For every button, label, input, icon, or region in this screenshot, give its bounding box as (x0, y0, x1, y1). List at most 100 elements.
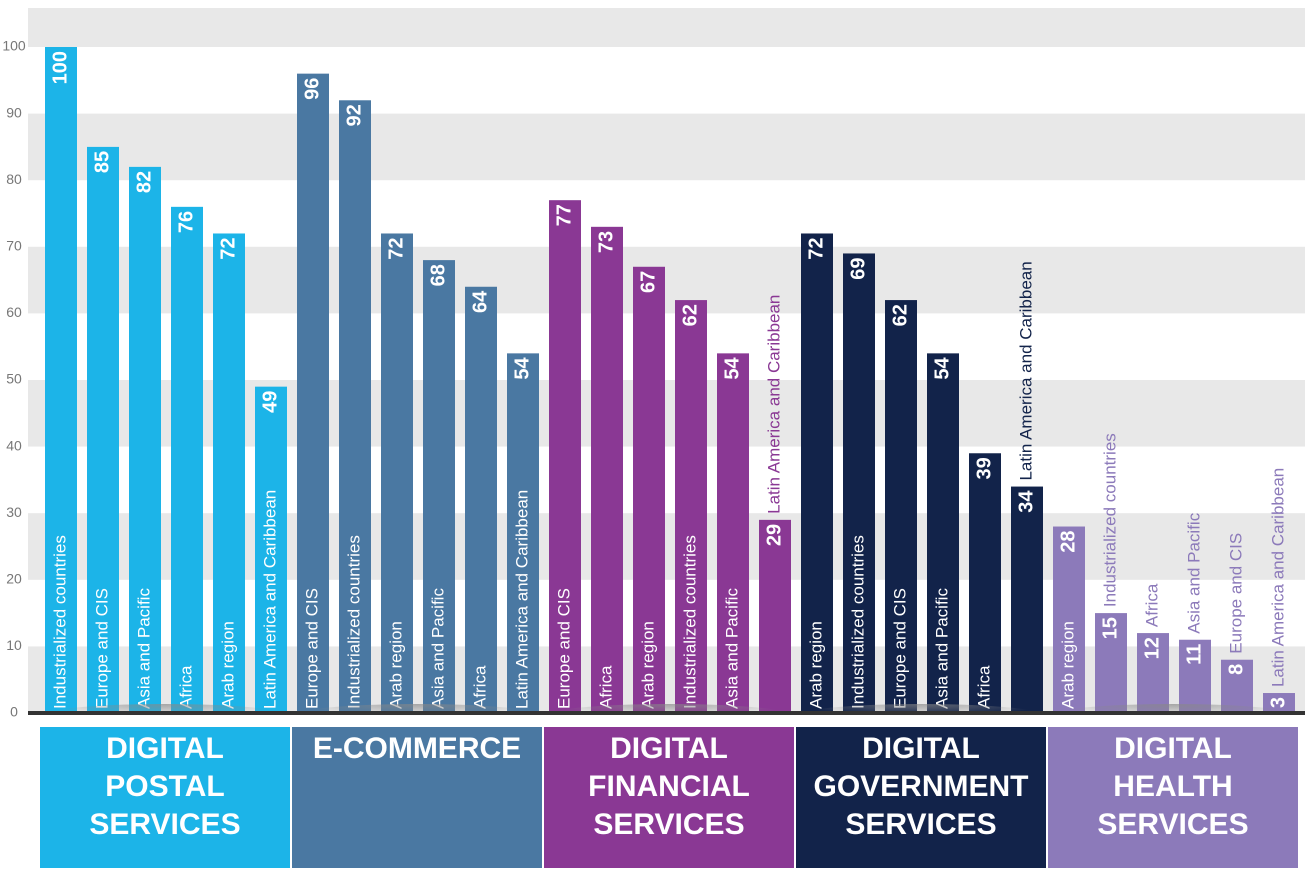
bar (339, 100, 371, 713)
category-label: Latin America and Caribbean (512, 490, 531, 709)
grid-band (28, 113, 1305, 181)
y-tick-label: 30 (6, 504, 22, 520)
category-label: Asia and Pacific (134, 588, 153, 709)
category-label: Asia and Pacific (932, 588, 951, 709)
group-label: FINANCIAL (588, 770, 750, 803)
group-label: DIGITAL (1114, 732, 1232, 765)
category-label: Arab region (806, 621, 825, 709)
bar (465, 286, 497, 713)
bar (507, 353, 539, 713)
value-label: 64 (469, 290, 491, 313)
value-label: 49 (259, 391, 281, 413)
y-tick-label: 100 (2, 38, 26, 54)
category-label: Asia and Pacific (1184, 512, 1203, 633)
y-tick-label: 10 (6, 637, 22, 653)
category-label: Industrialized countries (50, 535, 69, 709)
value-label: 72 (385, 237, 407, 259)
bar (129, 166, 161, 713)
bar (801, 233, 833, 714)
group-label: SERVICES (593, 808, 744, 841)
y-tick-label: 90 (6, 104, 22, 120)
category-label: Arab region (1058, 621, 1077, 709)
category-label: Arab region (218, 621, 237, 709)
category-label: Europe and CIS (554, 588, 573, 709)
bar (45, 47, 77, 713)
bar (171, 206, 203, 713)
value-label: 73 (595, 231, 617, 253)
value-label: 69 (847, 257, 869, 279)
bar (843, 253, 875, 713)
category-label: Africa (470, 665, 489, 709)
value-label: 29 (763, 524, 785, 546)
group-label: DIGITAL (610, 732, 728, 765)
bar (969, 453, 1001, 713)
value-label: 62 (889, 304, 911, 326)
value-label: 12 (1141, 637, 1163, 659)
category-label: Africa (596, 665, 615, 709)
axis-shadow (544, 704, 794, 728)
group-box (292, 727, 542, 868)
bar (675, 300, 707, 713)
value-label: 54 (931, 356, 953, 379)
category-label: Industrialized countries (1100, 433, 1119, 607)
bar (717, 353, 749, 713)
group-label: SERVICES (1097, 808, 1248, 841)
category-label: Latin America and Caribbean (1016, 261, 1035, 480)
group-box (40, 727, 290, 868)
y-tick-label: 80 (6, 171, 22, 187)
value-label: 11 (1183, 644, 1205, 665)
category-label: Europe and CIS (302, 588, 321, 709)
category-label: Europe and CIS (1226, 533, 1245, 654)
value-label: 28 (1057, 531, 1079, 553)
value-label: 96 (301, 78, 323, 100)
value-label: 72 (217, 237, 239, 259)
axis-shadow (1048, 704, 1298, 728)
group-label: DIGITAL (106, 732, 224, 765)
category-label: Industrialized countries (344, 535, 363, 709)
value-label: 85 (91, 151, 113, 173)
category-label: Industrialized countries (848, 535, 867, 709)
y-tick-label: 40 (6, 437, 22, 453)
bar (87, 146, 119, 713)
category-label: Asia and Pacific (722, 588, 741, 709)
value-label: 72 (805, 237, 827, 259)
axis-shadow (292, 704, 542, 728)
top-band (28, 8, 1305, 47)
value-label: 54 (721, 356, 743, 379)
y-tick-label: 20 (6, 571, 22, 587)
category-label: Europe and CIS (92, 588, 111, 709)
bar (1011, 486, 1043, 713)
group-box (544, 727, 794, 868)
bar (1263, 693, 1295, 713)
value-label: 62 (679, 304, 701, 326)
value-label: 67 (637, 271, 659, 293)
bar (381, 233, 413, 714)
bar (1221, 659, 1253, 713)
bar (591, 226, 623, 713)
value-label: 3 (1267, 697, 1289, 708)
category-label: Latin America and Caribbean (1268, 468, 1287, 687)
value-label: 82 (133, 171, 155, 193)
group-box (1048, 727, 1298, 868)
value-label: 54 (511, 356, 533, 379)
bar (213, 233, 245, 714)
value-label: 100 (49, 51, 71, 84)
category-label: Africa (1142, 583, 1161, 627)
category-label: Asia and Pacific (428, 588, 447, 709)
group-label: POSTAL (105, 770, 224, 803)
bar (255, 386, 287, 713)
y-tick-label: 0 (10, 704, 18, 720)
category-label: Europe and CIS (890, 588, 909, 709)
group-label: DIGITAL (862, 732, 980, 765)
value-label: 34 (1015, 490, 1037, 513)
group-label: SERVICES (845, 808, 996, 841)
value-label: 77 (553, 204, 575, 226)
y-tick-label: 60 (6, 304, 22, 320)
category-label: Africa (176, 665, 195, 709)
bar (759, 519, 791, 713)
category-label: Arab region (638, 621, 657, 709)
value-label: 76 (175, 211, 197, 233)
bar (1137, 633, 1169, 713)
